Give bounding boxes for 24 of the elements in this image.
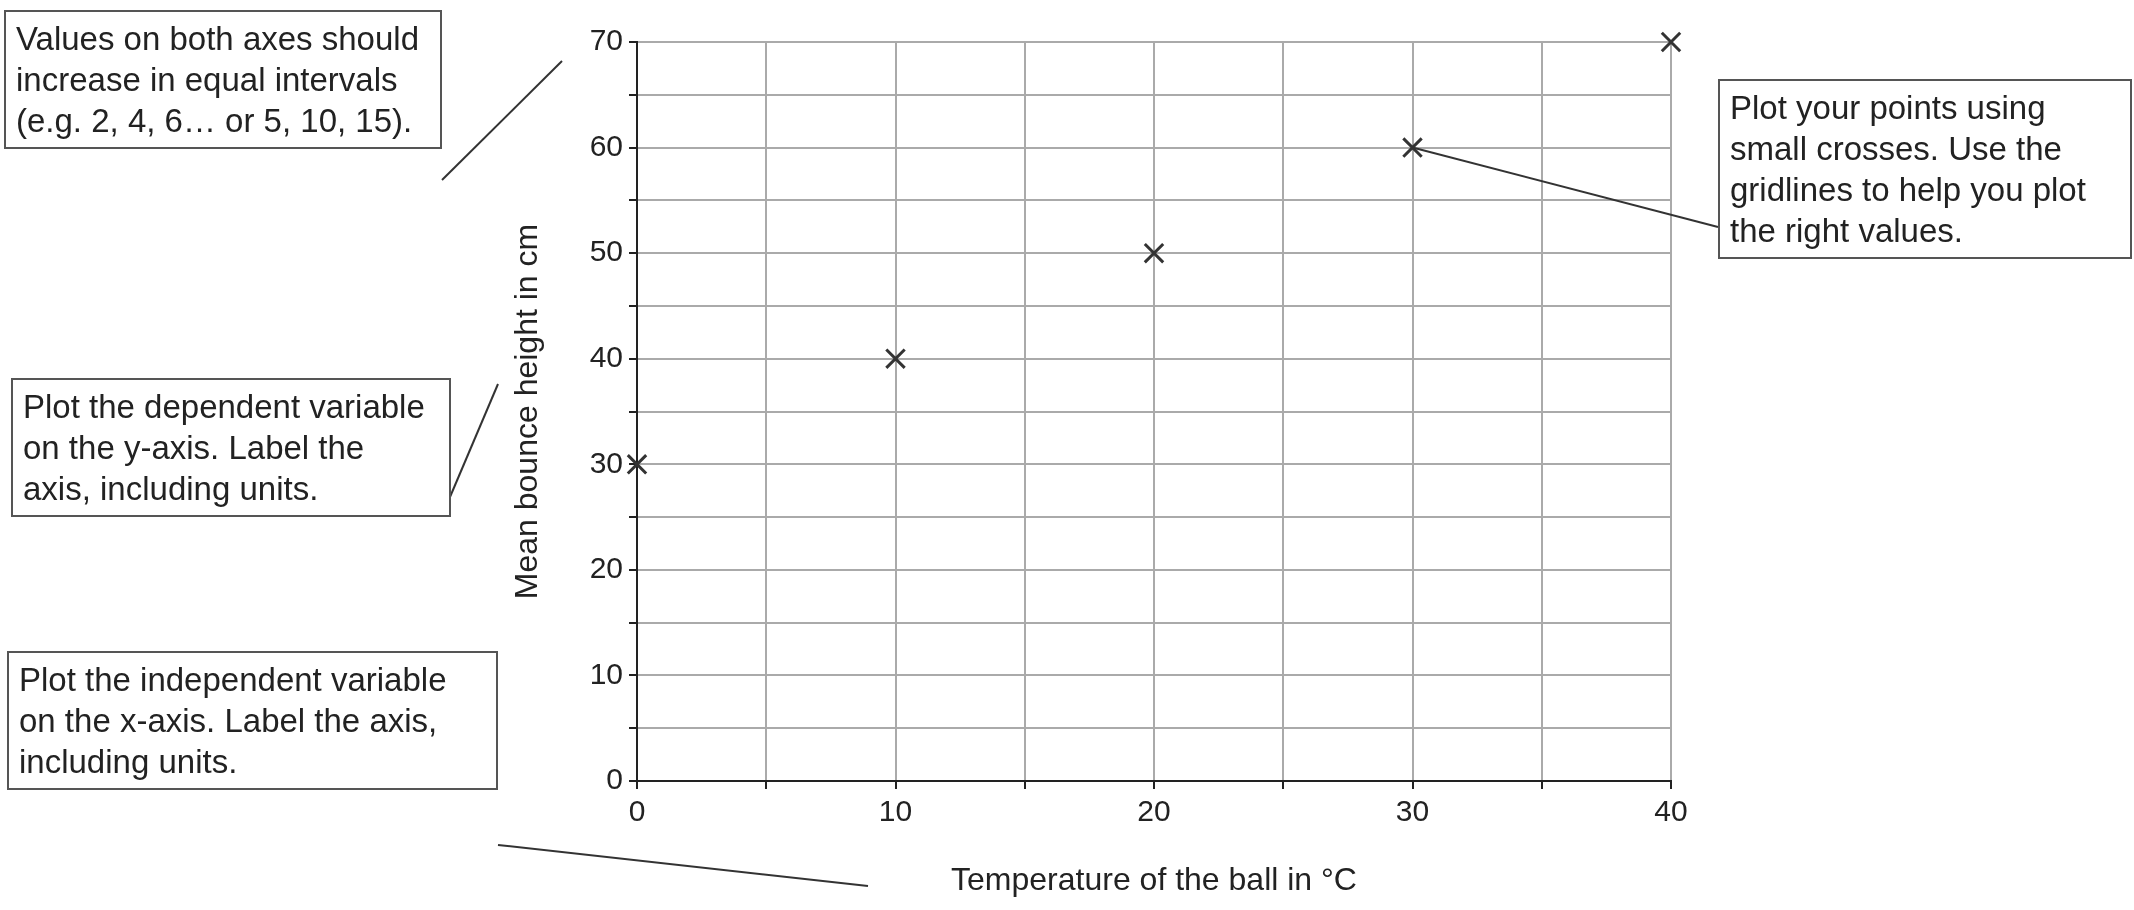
- text: Values on both axes should increase in equal intervals (e.g. 2, 4, 6… or 5, 10, 15).: [4, 10, 442, 149]
- x-tick-label: 0: [628, 794, 646, 828]
- y-tick-label: 0: [606, 762, 623, 796]
- y-tick-label: 20: [589, 551, 623, 585]
- text: Plot the dependent variable on the y-axis. Label the axis, including units.: [11, 378, 451, 517]
- x-tick-label: 30: [1395, 794, 1430, 828]
- x-tick-label: 40: [1654, 794, 1688, 828]
- x-tick-label: 10: [878, 794, 913, 828]
- y-axis-title: Mean bounce height in cm: [508, 223, 545, 600]
- point: [884, 348, 907, 370]
- y-tick-label: 70: [589, 23, 623, 57]
- annotation: Plot your points using small crosses. Use the gridlines to help you plot the right values.: [1718, 79, 2132, 259]
- point: [1143, 242, 1165, 264]
- y-tick-label: 40: [589, 339, 623, 373]
- text: Plot the independent variable on the x-axis. Label the axis, including units.: [7, 651, 498, 790]
- point: [1660, 31, 1682, 53]
- y-tick-label: 50: [589, 234, 623, 268]
- y-tick-label: 10: [589, 656, 623, 690]
- x-axis-title: Temperature of the ball in °C: [951, 860, 1357, 897]
- y-tick-label: 30: [589, 445, 623, 479]
- x-tick-label: 20: [1137, 794, 1171, 828]
- point: [1401, 136, 1424, 159]
- y-tick-label: 60: [589, 128, 623, 162]
- point: [626, 453, 648, 475]
